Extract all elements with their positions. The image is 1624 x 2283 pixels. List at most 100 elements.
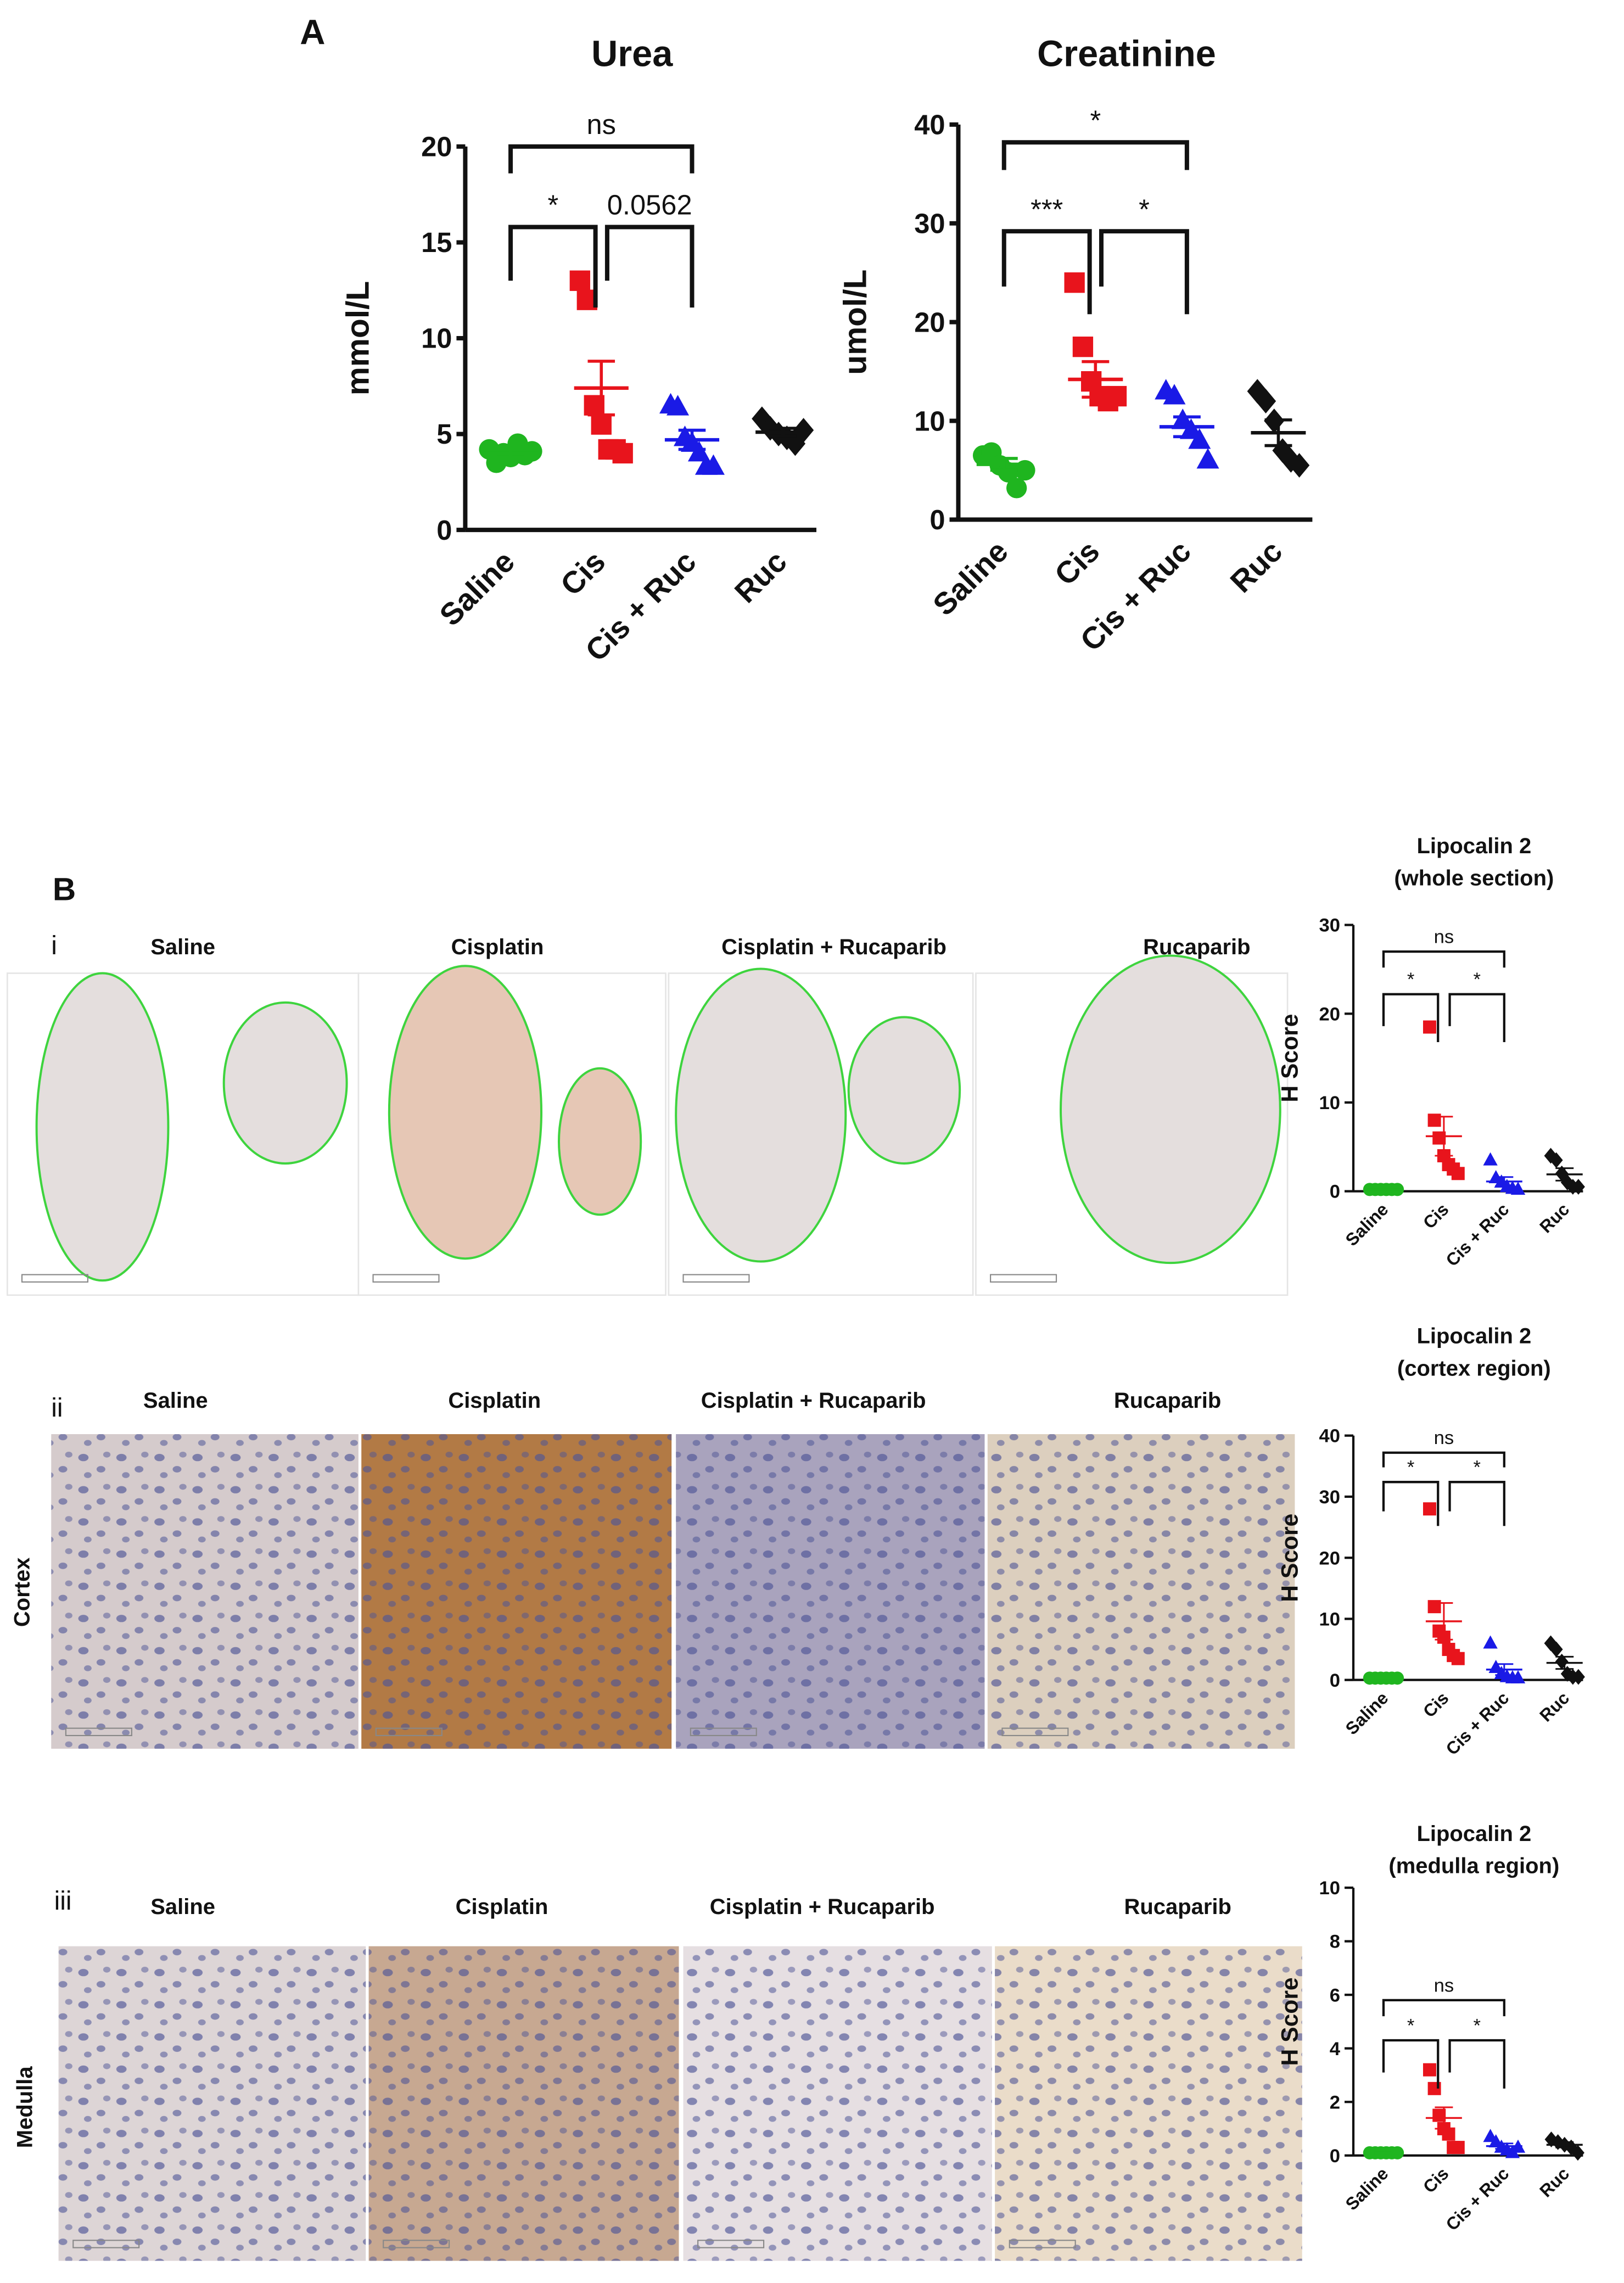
column-title: Cisplatin + Rucaparib [710, 1895, 935, 1919]
significance-bracket [1448, 2039, 1505, 2089]
row-label: ii [51, 1394, 63, 1423]
y-tick-label: 10 [1319, 1093, 1341, 1113]
x-tick-label: Cis [1419, 1688, 1453, 1721]
error-bar [1435, 2106, 1453, 2130]
error-bar [1374, 2151, 1393, 2155]
x-tick-label: Cis + Ruc [1442, 1688, 1513, 1759]
y-tick-label: 20 [421, 131, 452, 163]
significance-label: * [1473, 969, 1480, 990]
scale-bar [1009, 2240, 1076, 2248]
x-tick-label: Saline [926, 534, 1015, 622]
data-point [569, 270, 590, 291]
significance-bracket [1382, 950, 1505, 968]
y-tick-label: 30 [1319, 1487, 1341, 1508]
y-tick-label: 30 [1319, 915, 1341, 936]
data-point [1451, 1167, 1465, 1180]
data-point [1072, 336, 1094, 357]
significance-label: * [1139, 193, 1150, 225]
y-axis-label: H Score [1277, 1014, 1303, 1103]
scale-bar [372, 1274, 440, 1283]
error-bar [1435, 1116, 1453, 1157]
x-tick-label: Cis + Ruc [1442, 2163, 1513, 2234]
tissue-texture [683, 1946, 992, 2261]
significance-label: * [1473, 1457, 1480, 1478]
data-point [666, 395, 690, 416]
error-bar [769, 427, 797, 438]
y-tick-label: 0 [1330, 1182, 1340, 1202]
data-point [1188, 428, 1211, 449]
error-bar [678, 428, 706, 451]
scale-bar [690, 1727, 757, 1737]
significance-bracket [1382, 1451, 1505, 1468]
x-tick-label: Ruc [1536, 1199, 1573, 1236]
tissue-texture [51, 1434, 359, 1749]
error-bar [1555, 2141, 1574, 2148]
column-title: Saline [143, 1389, 208, 1413]
data-point [1432, 1131, 1446, 1145]
significance-label: ns [1434, 1975, 1454, 1996]
error-bar [1374, 1188, 1393, 1191]
y-tick-label: 10 [1319, 1609, 1341, 1630]
tissue-label: Cortex [10, 1557, 34, 1627]
tissue-texture [58, 1946, 366, 2261]
y-tick-label: 20 [1319, 1004, 1341, 1025]
scale-bar [697, 2240, 765, 2248]
data-point [1483, 1635, 1498, 1649]
y-axis-label: umol/L [838, 270, 873, 375]
y-tick-label: 6 [1330, 1985, 1340, 2006]
scale-bar [383, 2240, 450, 2248]
tissue-texture [361, 1434, 672, 1749]
data-point [591, 414, 612, 435]
data-point [1064, 272, 1085, 293]
kidney-section [675, 967, 847, 1263]
chart-subtitle: (whole section) [1394, 866, 1554, 891]
column-title: Rucaparib [1114, 1389, 1221, 1413]
data-point [1006, 478, 1027, 499]
kidney-section [388, 965, 542, 1260]
significance-label: * [1407, 2015, 1414, 2036]
y-tick-label: 15 [421, 227, 452, 258]
y-tick-label: 40 [1319, 1426, 1341, 1447]
y-tick-label: 4 [1330, 2039, 1341, 2060]
column-title: Rucaparib [1124, 1895, 1231, 1919]
data-point [522, 441, 542, 462]
x-tick-label: Saline [1342, 1688, 1392, 1738]
column-title: Saline [150, 935, 215, 959]
chart-subtitle: (medulla region) [1388, 1854, 1559, 1878]
significance-bracket [1001, 140, 1189, 170]
x-tick-label: Ruc [1536, 2163, 1573, 2201]
y-tick-label: 0 [436, 514, 452, 546]
y-tick-label: 20 [914, 306, 945, 338]
column-title: Cisplatin + Rucaparib [721, 935, 947, 959]
y-tick-label: 2 [1330, 2092, 1340, 2113]
kidney-section [222, 1001, 348, 1165]
error-bar [1173, 415, 1201, 439]
scale-bar [21, 1274, 88, 1283]
error-bar [1082, 360, 1110, 399]
error-bar [990, 457, 1018, 472]
y-tick-label: 8 [1330, 1932, 1340, 1952]
error-bar [1264, 418, 1292, 447]
data-point [1544, 1635, 1558, 1652]
y-tick-label: 0 [1330, 2146, 1340, 2167]
y-tick-label: 10 [914, 405, 945, 437]
tissue-texture [995, 1946, 1302, 2261]
error-bar [1495, 1176, 1514, 1187]
significance-bracket [1382, 993, 1440, 1043]
panel-label: A [300, 12, 325, 52]
scale-bar [65, 1727, 132, 1737]
error-bar [1495, 2142, 1514, 2150]
y-tick-label: 40 [914, 109, 945, 141]
x-tick-label: Ruc [728, 544, 793, 609]
chart-title: Urea [591, 33, 673, 74]
tissue-label: Medulla [13, 2066, 37, 2148]
data-point [1427, 1113, 1441, 1127]
significance-bracket [1382, 2039, 1440, 2089]
row-label: i [51, 931, 57, 960]
data-point [612, 443, 633, 464]
y-axis-label: mmol/L [340, 281, 376, 395]
significance-label: ns [587, 109, 616, 140]
data-point [793, 418, 814, 443]
